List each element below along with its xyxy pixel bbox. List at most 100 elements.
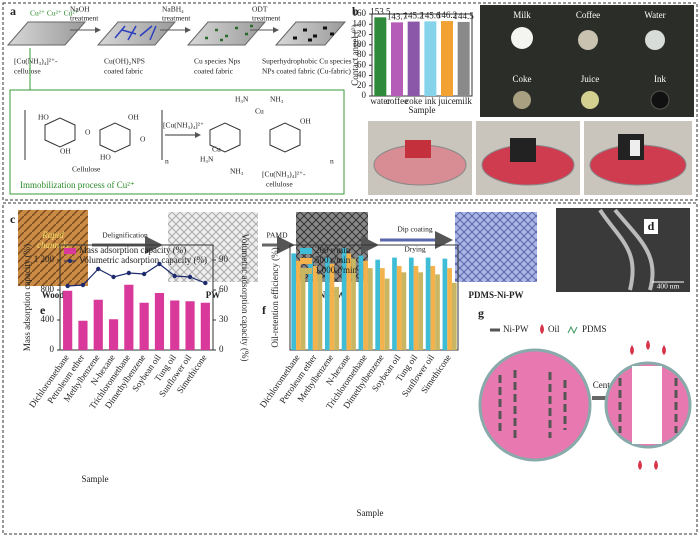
bar (341, 248, 347, 350)
bar (291, 253, 297, 350)
legend-label: 200 r/min (315, 245, 351, 255)
tick-label: 100 (353, 39, 367, 49)
bar (407, 21, 420, 96)
label: coated fabric (194, 67, 234, 76)
plot-frame (59, 244, 214, 351)
bar (457, 21, 470, 97)
marker (65, 283, 70, 289)
drop (581, 91, 599, 109)
atom: HO (100, 153, 111, 162)
panel-letter: c (10, 212, 16, 226)
marker (157, 261, 162, 267)
bar (363, 260, 368, 350)
drop-label: Milk (513, 10, 531, 20)
legend-swatch (300, 268, 312, 274)
bar (78, 320, 88, 350)
atom: OH (128, 113, 139, 122)
fabric (405, 140, 431, 158)
label: [Cu(NH₃)₄]²⁺- (14, 57, 58, 66)
bar (367, 268, 373, 350)
step: treatment (70, 14, 99, 23)
bar (424, 21, 437, 97)
bar (296, 260, 301, 350)
scale-label: 400 nm (657, 282, 680, 291)
panel-c: c Rapid channels Delignification PAMD Di… (10, 208, 690, 300)
x-tick-label: coke (405, 96, 422, 106)
plot-frame (289, 244, 459, 351)
marker (126, 270, 132, 276)
compound: Cellulose (72, 165, 101, 174)
bar (300, 268, 306, 350)
panel-b: b Milk Coffee Water Coke Juice Ink (352, 4, 694, 195)
drop (650, 90, 670, 110)
legend-swatch (300, 258, 312, 264)
atom: H₃N (235, 95, 249, 104)
material: PDMS-Ni-PW (469, 290, 524, 300)
bar (391, 22, 403, 96)
y-axis-label: Mass adsorption capacity (%) (22, 244, 32, 351)
panel-letter: b (352, 4, 359, 18)
x-axis-label: Sample (82, 474, 109, 484)
bar (200, 302, 210, 350)
atom: HO (38, 113, 49, 122)
bar (380, 268, 385, 350)
bar (413, 266, 419, 350)
value-label: 146.2 (437, 10, 457, 20)
drop-label: Juice (581, 74, 600, 84)
step: treatment (162, 14, 191, 23)
step: Dip coating (397, 225, 432, 234)
bar (358, 255, 364, 350)
plot-frame (371, 13, 473, 97)
drop-label: Coffee (576, 10, 600, 20)
drop (511, 27, 533, 49)
x-tick-label: ink (425, 96, 437, 106)
panel-letter: a (10, 4, 16, 18)
tick-label: 40 (357, 70, 367, 80)
tick-label: 20 (357, 80, 367, 90)
step: ODT (252, 5, 268, 14)
tick-label: 0 (219, 344, 224, 354)
bar (351, 258, 356, 350)
bar (375, 259, 381, 350)
drop (578, 30, 598, 50)
legend-swatch (68, 259, 72, 263)
tick-label: 800 (41, 284, 55, 294)
line (67, 263, 206, 287)
marker (172, 273, 177, 279)
compound: cellulose (266, 180, 293, 189)
value-label: 145.6 (420, 10, 441, 20)
panel-letter: f (262, 303, 267, 317)
x-tick-label: juice (437, 96, 456, 106)
bar (396, 266, 402, 350)
label: Cu(OH)₂NPS (104, 57, 145, 66)
bar (374, 17, 387, 96)
tick-label: 60 (357, 59, 367, 69)
bar (384, 278, 390, 350)
bar (334, 287, 340, 350)
marker (203, 280, 208, 286)
legend-label: Ni-PW (503, 324, 529, 334)
x-axis-label: Sample (409, 105, 436, 115)
step: NaOH (70, 5, 90, 14)
legend-swatch (64, 248, 76, 254)
bar (108, 319, 119, 350)
pores (498, 370, 567, 440)
legend-label: Volumetric adsorption capacity (%) (79, 255, 207, 265)
tick-label: 120 (353, 29, 367, 39)
x-axis-label: Sample (357, 508, 384, 518)
bar (408, 257, 414, 350)
bracket (24, 110, 163, 160)
label: Superhydrophobic Cu species (262, 57, 352, 66)
bar (317, 274, 323, 350)
bar (63, 290, 73, 350)
tick-label: 0 (50, 344, 55, 354)
letter-box (644, 219, 658, 234)
reagent: [Cu(NH₃)₄]²⁺ (163, 121, 204, 130)
value-label: 153.5 (370, 6, 391, 16)
marker (141, 271, 147, 277)
tick-label: 90 (219, 254, 229, 264)
drop-label: Ink (654, 74, 666, 84)
step: PAMD (267, 231, 289, 240)
